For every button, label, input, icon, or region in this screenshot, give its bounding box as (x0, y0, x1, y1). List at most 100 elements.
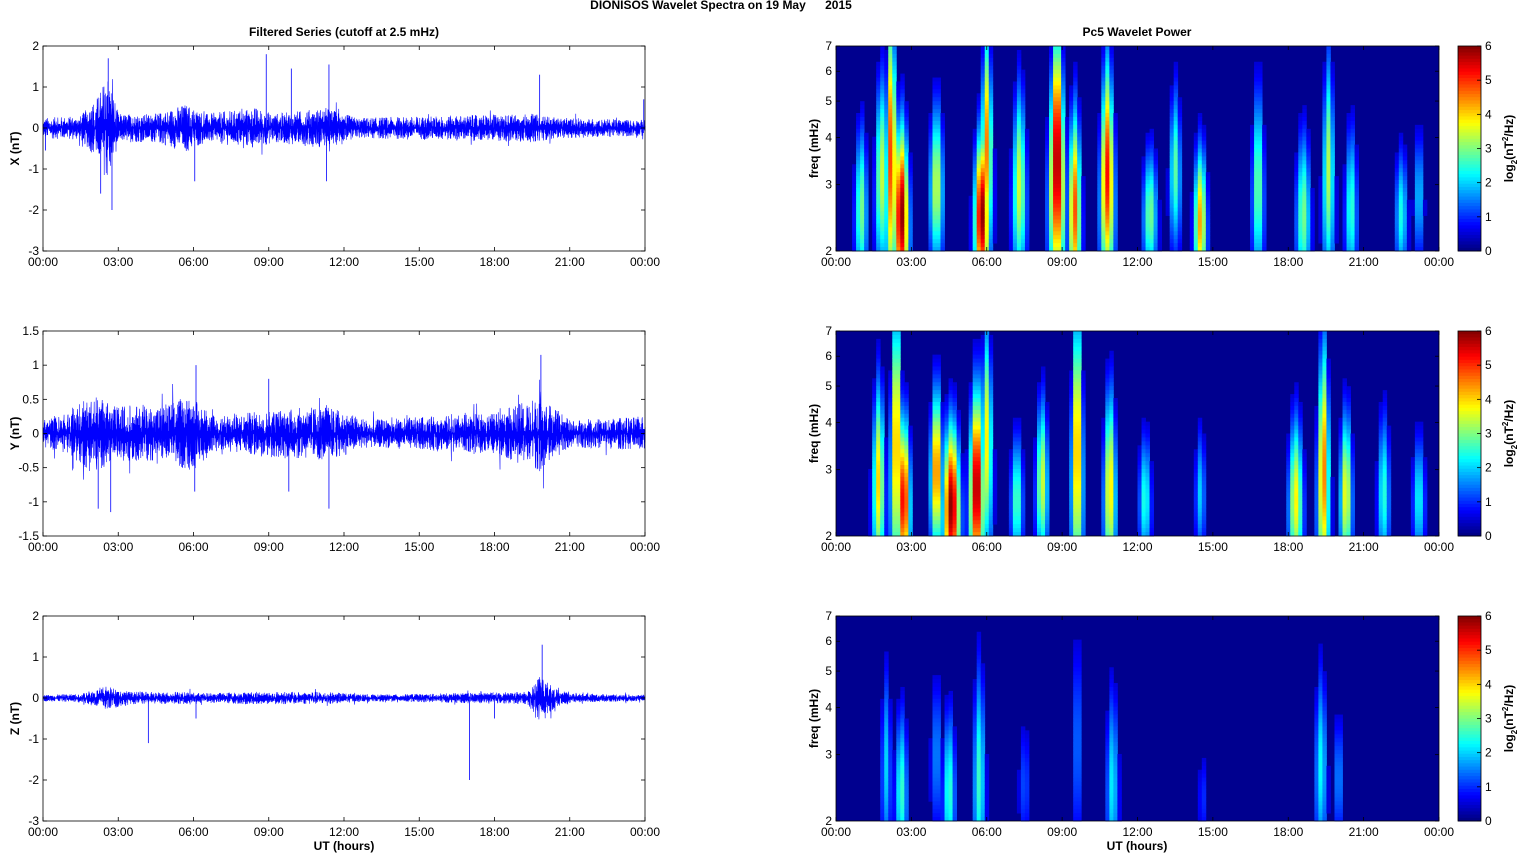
spectrum-cell (1081, 429, 1086, 434)
spectrum-cell (1302, 109, 1307, 114)
spectrum-cell (1193, 223, 1199, 228)
spectrum-cell (884, 500, 889, 505)
spectrum-cell (1149, 199, 1154, 205)
spectrum-cell (872, 247, 877, 252)
spectrum-cell (1250, 207, 1255, 212)
spectrum-cell (1073, 374, 1078, 379)
spectrum-cell (1012, 97, 1018, 102)
spectrum-cell (1302, 132, 1307, 138)
spectrum-cell (1302, 180, 1307, 185)
spectrum-cell (1330, 191, 1335, 197)
spectrum-cell (1012, 215, 1018, 220)
spectrum-cell (1081, 500, 1086, 505)
spectrum-cell (876, 148, 881, 153)
spectrum-cell (892, 215, 897, 220)
spectrum-cell (1197, 203, 1203, 209)
spectrum-cell (1262, 168, 1267, 173)
spectrum-cell (972, 520, 978, 525)
colorbar-segment (1458, 212, 1481, 217)
spectrum-cell (852, 203, 857, 209)
spectrum-cell (928, 429, 933, 434)
spectrum-cell (860, 113, 865, 118)
spectrum-cell (1105, 453, 1110, 458)
spectrum-cell (1077, 508, 1082, 513)
series-panel-y: 1.510.50-0.5-1-1.500:00 03:00 06:00 09:00 12… (8, 324, 660, 554)
spectrum-cell (884, 81, 889, 86)
spectrum-cell (1306, 144, 1311, 149)
spectrum-cell (940, 120, 945, 126)
spectrum-cell (1016, 227, 1022, 232)
spectrum-cell (1306, 132, 1311, 138)
spectrum-cell (1049, 65, 1054, 71)
spectrum-cell (1334, 215, 1339, 220)
spectrum-cell (928, 401, 933, 407)
spectrum-cell (976, 382, 982, 387)
spectrum-cell (1254, 168, 1259, 173)
spectrum-cell (1398, 172, 1404, 177)
spectrum-cell (1173, 211, 1179, 216)
spectrum-cell (1258, 65, 1263, 71)
spectrum-cell (936, 386, 941, 391)
spectrum-cell (896, 512, 901, 517)
spectrum-cell (1097, 132, 1102, 138)
spectrum-cell (1294, 152, 1299, 157)
spectrum-cell (1394, 195, 1400, 201)
spectrum-cell (1406, 223, 1412, 228)
spectrum-cell (1145, 187, 1150, 193)
spectrum-cell (1330, 148, 1335, 153)
spectrum-cell (1101, 243, 1106, 248)
spectrum-cell (1045, 207, 1050, 212)
spectrum-cell (988, 164, 994, 169)
spectrum-cell (1330, 81, 1335, 86)
spectrum-cell (1069, 516, 1074, 521)
spectrum-cell (868, 516, 873, 521)
spectrum-cell (908, 227, 913, 232)
spectrum-cell (984, 453, 990, 458)
spectrum-cell (1081, 453, 1086, 458)
spectrum-cell (1109, 109, 1114, 114)
spectrum-cell (1016, 421, 1022, 427)
spectrum-cell (940, 239, 945, 244)
spectrum-cell (1193, 211, 1199, 216)
spectrum-cell (1169, 187, 1175, 193)
spectrum-cell (932, 468, 937, 474)
spectrum-cell (1109, 500, 1114, 505)
spectrum-cell (900, 488, 905, 494)
spectrum-cell (1318, 191, 1323, 197)
spectrum-cell (1061, 89, 1066, 94)
spectrum-cell (928, 168, 933, 173)
spectrum-cell (1141, 227, 1146, 232)
spectrum-cell (1101, 441, 1106, 446)
spectrum-cell (952, 496, 957, 501)
spectrum-cell (1113, 195, 1118, 201)
spectrum-cell (888, 211, 893, 216)
spectrum-cell (964, 468, 970, 474)
spectrum-cell (888, 89, 893, 94)
spectrum-cell (928, 504, 933, 509)
spectrum-cell (900, 223, 905, 228)
spectrum-cell (1061, 231, 1066, 236)
spectrum-cell (880, 180, 885, 185)
spectrum-cell (1330, 180, 1335, 185)
spectrum-cell (864, 148, 869, 153)
spectrum-cell (1069, 113, 1074, 118)
spectrum-cell (856, 235, 861, 240)
spectrum-cell (1326, 77, 1331, 82)
spectrum-cell (948, 449, 953, 454)
spectrum-cell (880, 140, 885, 145)
spectrum-cell (1298, 231, 1303, 236)
spectrum-cell (1101, 235, 1106, 240)
spectrum-cell (1250, 124, 1255, 130)
spectrum-cell (892, 472, 897, 478)
spectrum-cell (860, 124, 865, 130)
spectrum-cell (1346, 180, 1351, 185)
spectrum-cell (1254, 73, 1259, 78)
spectrum-cell (1342, 180, 1347, 185)
spectrum-cell (936, 484, 941, 490)
spectrum-cell (1101, 89, 1106, 94)
spectrum-cell (1016, 89, 1022, 94)
spectrum-cell (1173, 164, 1179, 169)
spectrum-cell (1020, 461, 1026, 466)
spectrum-cell (968, 457, 974, 462)
spectrum-cell (1153, 156, 1158, 161)
